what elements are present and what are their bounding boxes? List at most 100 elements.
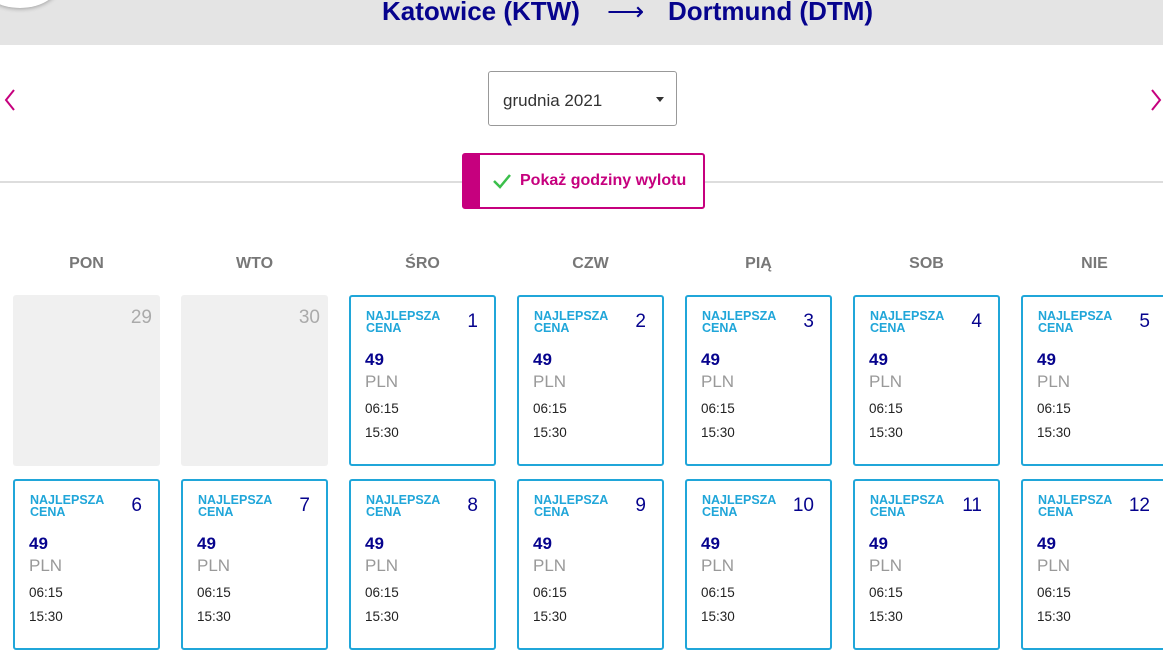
day-cell[interactable]: 12 NAJLEPSZA CENA 49 PLN 06:15 15:30 (1021, 479, 1163, 650)
price: 49 (365, 534, 384, 553)
departure-time: 15:30 (869, 425, 903, 440)
weekday: WTO (235, 255, 274, 272)
month-select-text: grudnia 2021 (503, 91, 603, 110)
badge: NAJLEPSZA CENA (702, 309, 776, 335)
departure-time: 06:15 (1037, 585, 1071, 600)
departure-time: 06:15 (869, 585, 903, 600)
badge: NAJLEPSZA CENA (366, 493, 440, 519)
departure-time: 15:30 (197, 609, 231, 624)
badge: NAJLEPSZA CENA (534, 309, 608, 335)
departure-time: 06:15 (29, 585, 63, 600)
weekday: PIĄ (745, 255, 772, 272)
badge: NAJLEPSZA CENA (534, 493, 608, 519)
currency: PLN (533, 556, 567, 575)
toggle-label: Pokaż godziny wylotu (520, 172, 687, 189)
departure-time: 15:30 (1037, 425, 1071, 440)
departure-time: 06:15 (197, 585, 231, 600)
currency: PLN (533, 372, 567, 391)
badge: NAJLEPSZA CENA (366, 309, 440, 335)
price: 49 (701, 534, 720, 553)
day-cell[interactable]: 4 NAJLEPSZA CENA 49 PLN 06:15 15:30 (853, 295, 1000, 466)
day-number: 2 (635, 311, 646, 332)
departure-time: 15:30 (701, 609, 735, 624)
departure-time: 06:15 (1037, 401, 1071, 416)
price: 49 (365, 350, 384, 369)
departure-time: 15:30 (533, 425, 567, 440)
price: 49 (533, 350, 552, 369)
day-number: 12 (1128, 495, 1150, 516)
next-month[interactable] (1148, 88, 1163, 112)
prev-month[interactable] (2, 88, 18, 112)
currency: PLN (29, 556, 63, 575)
day-number: 1 (467, 311, 478, 332)
day-cell[interactable]: 5 NAJLEPSZA CENA 49 PLN 06:15 15:30 (1021, 295, 1163, 466)
departure-time: 06:15 (533, 401, 567, 416)
price: 49 (1037, 534, 1056, 553)
header-bar: Katowice (KTW) ⟶ Dortmund (DTM) (0, 0, 1163, 45)
departure-time: 06:15 (701, 401, 735, 416)
weekday: SOB (909, 255, 944, 272)
badge: NAJLEPSZA CENA (870, 493, 944, 519)
price: 49 (29, 534, 48, 553)
currency: PLN (869, 372, 903, 391)
day-cell[interactable]: 8 NAJLEPSZA CENA 49 PLN 06:15 15:30 (349, 479, 496, 650)
weekday: CZW (572, 255, 609, 272)
month-select[interactable]: grudnia 2021 (488, 71, 677, 126)
check-icon (493, 174, 511, 189)
departure-time: 06:15 (701, 585, 735, 600)
price: 49 (197, 534, 216, 553)
departure-time: 06:15 (365, 401, 399, 416)
departure-time: 15:30 (869, 609, 903, 624)
day-cell: 30 (181, 295, 328, 466)
day-cell[interactable]: 1 NAJLEPSZA CENA 49 PLN 06:15 15:30 (349, 295, 496, 466)
currency: PLN (197, 556, 231, 575)
day-cell[interactable]: 6 NAJLEPSZA CENA 49 PLN 06:15 15:30 (13, 479, 160, 650)
departure-time: 06:15 (365, 585, 399, 600)
badge: NAJLEPSZA CENA (702, 493, 776, 519)
day-cell[interactable]: 2 NAJLEPSZA CENA 49 PLN 06:15 15:30 (517, 295, 664, 466)
price: 49 (533, 534, 552, 553)
departure-time: 15:30 (29, 609, 63, 624)
day-cell: 29 (13, 295, 160, 466)
day-number: 3 (803, 311, 814, 332)
day-cell[interactable]: 9 NAJLEPSZA CENA 49 PLN 06:15 15:30 (517, 479, 664, 650)
price: 49 (1037, 350, 1056, 369)
currency: PLN (701, 372, 735, 391)
currency: PLN (869, 556, 903, 575)
back-button[interactable] (0, 0, 62, 8)
departure-time: 06:15 (869, 401, 903, 416)
toggle-times[interactable]: Pokaż godziny wylotu (462, 153, 705, 209)
badge: NAJLEPSZA CENA (1038, 309, 1112, 335)
day-number: 4 (971, 311, 982, 332)
badge: NAJLEPSZA CENA (198, 493, 272, 519)
day-number: 11 (962, 495, 982, 516)
currency: PLN (365, 372, 399, 391)
departure-time: 15:30 (701, 425, 735, 440)
day-number: 7 (299, 495, 310, 516)
day-number: 10 (792, 495, 814, 516)
day-cell[interactable]: 11 NAJLEPSZA CENA 49 PLN 06:15 15:30 (853, 479, 1000, 650)
price: 49 (869, 534, 888, 553)
currency: PLN (701, 556, 735, 575)
badge: NAJLEPSZA CENA (1038, 493, 1112, 519)
day-number: 30 (298, 307, 320, 328)
departure-time: 15:30 (365, 609, 399, 624)
badge: NAJLEPSZA CENA (870, 309, 944, 335)
day-cell[interactable]: 7 NAJLEPSZA CENA 49 PLN 06:15 15:30 (181, 479, 328, 650)
route-arrow: ⟶ (607, 0, 645, 26)
price: 49 (869, 350, 888, 369)
weekday: NIE (1081, 255, 1108, 272)
currency: PLN (1037, 556, 1071, 575)
destination: Dortmund (DTM) (668, 0, 874, 26)
day-number: 5 (1139, 311, 1150, 332)
origin: Katowice (KTW) (382, 0, 580, 26)
badge: NAJLEPSZA CENA (30, 493, 104, 519)
day-cell[interactable]: 10 NAJLEPSZA CENA 49 PLN 06:15 15:30 (685, 479, 832, 650)
day-cell[interactable]: 3 NAJLEPSZA CENA 49 PLN 06:15 15:30 (685, 295, 832, 466)
weekday: PON (69, 255, 104, 272)
departure-time: 15:30 (1037, 609, 1071, 624)
day-number: 29 (130, 307, 152, 328)
weekday: ŚRO (405, 255, 440, 272)
day-number: 6 (131, 495, 142, 516)
